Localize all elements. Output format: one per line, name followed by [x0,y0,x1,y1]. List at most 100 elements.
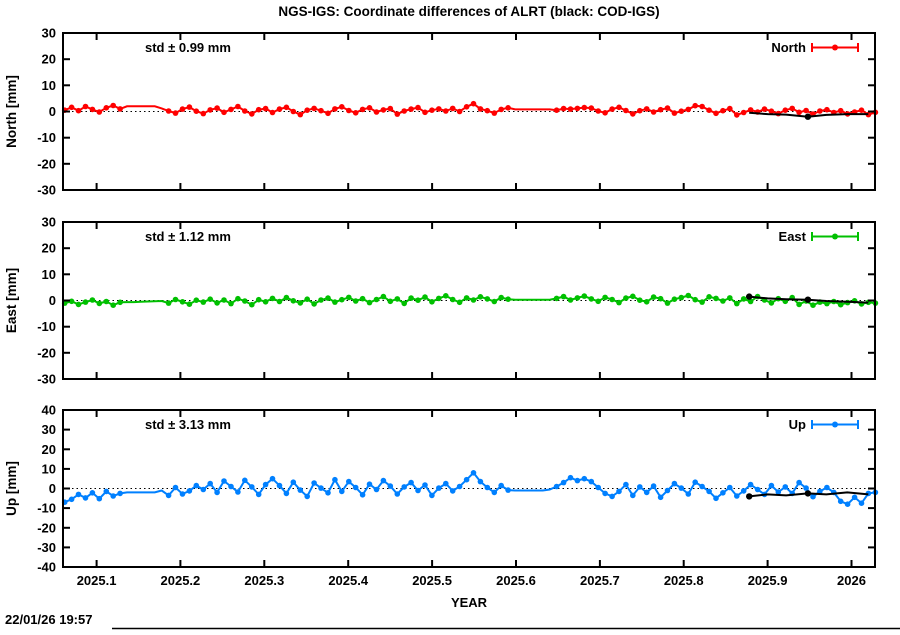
data-point-east [290,298,297,304]
data-point-north [325,110,331,117]
data-point-east [165,300,172,306]
data-point-east [242,298,248,304]
data-point-east [75,301,82,308]
data-point-up [553,483,560,490]
data-point-up [401,484,408,490]
data-point-up [242,477,248,484]
data-point-east [637,297,643,304]
y-tick-label-east: -30 [37,372,56,387]
data-point-east [304,296,311,303]
data-point-up [484,484,491,491]
data-point-east [186,301,193,308]
data-point-north [657,106,664,113]
data-point-up [443,480,449,487]
legend-marker-north [832,44,838,51]
data-point-north [623,107,629,114]
data-point-north [339,104,345,110]
data-point-north [782,107,789,113]
data-point-north [193,108,200,114]
data-point-up [68,496,75,503]
data-point-up [318,485,324,491]
data-point-east [249,301,255,308]
data-point-north [249,111,255,117]
data-point-up [609,493,615,500]
data-point-north [678,108,685,114]
data-point-east [82,299,89,305]
data-point-up [276,482,283,489]
data-point-north [609,106,615,112]
data-point-north [602,110,608,116]
data-point-up [366,481,373,488]
y-tick-label-north: -30 [37,183,56,198]
series-line-up [64,471,876,506]
data-point-up [692,479,698,486]
data-point-east [560,293,567,300]
data-point-north [304,107,311,113]
data-point-up [207,480,213,487]
data-point-east [498,294,505,301]
data-point-north [380,107,387,113]
data-point-north [449,105,456,112]
data-point-up [844,501,851,508]
y-tick-label-east: -10 [37,319,56,334]
data-point-east [262,299,269,305]
legend-label-up: Up [789,417,806,432]
data-point-north [415,104,421,111]
data-point-north [727,105,733,112]
data-point-up [734,493,740,499]
data-point-north [505,105,511,111]
data-point-up [817,488,823,495]
data-point-north [394,111,401,117]
data-point-north [463,104,470,110]
data-point-north [96,109,103,115]
data-point-up [671,480,678,487]
y-tick-label-up: 30 [42,422,56,437]
x-tick-label: 2025.6 [496,573,536,588]
data-point-east [269,295,276,302]
data-point-east [235,295,241,302]
data-point-east [484,296,491,302]
data-point-north [803,107,809,114]
data-point-east [110,302,116,309]
data-point-north [186,104,193,110]
data-point-north [553,107,560,113]
data-point-north [117,106,123,112]
data-point-east [311,301,317,307]
data-point-east [491,298,498,305]
data-point-east [408,295,414,301]
data-point-north [311,105,317,112]
data-point-north [214,105,220,111]
data-point-north [408,106,414,112]
data-point-up [422,482,428,488]
data-point-up [581,475,588,482]
data-point-east [574,295,581,301]
data-point-north [103,105,110,111]
data-point-up [768,482,775,489]
data-point-north [789,105,795,112]
data-point-east [685,292,692,299]
data-point-up [193,482,200,489]
data-point-north [366,105,373,111]
data-point-up [643,489,650,496]
data-point-east [117,299,123,306]
data-point-up [297,487,304,493]
data-point-north [595,108,601,114]
data-point-north [172,110,179,116]
y-tick-label-north: -20 [37,156,56,171]
data-point-north [436,106,442,112]
y-tick-label-up: -40 [37,560,56,575]
x-tick-label: 2025.9 [748,573,788,588]
data-point-north [560,105,567,112]
data-point-north [373,109,380,115]
data-point-north [630,111,636,117]
data-point-east [692,296,698,303]
data-point-north [824,106,830,113]
data-point-up [359,492,366,498]
data-point-north [387,105,394,112]
data-point-east [179,299,186,305]
x-axis-label: YEAR [451,595,488,610]
data-point-north [685,106,692,113]
cod-igs-point-east [804,296,812,303]
data-point-up [824,484,830,491]
data-point-east [810,302,816,309]
